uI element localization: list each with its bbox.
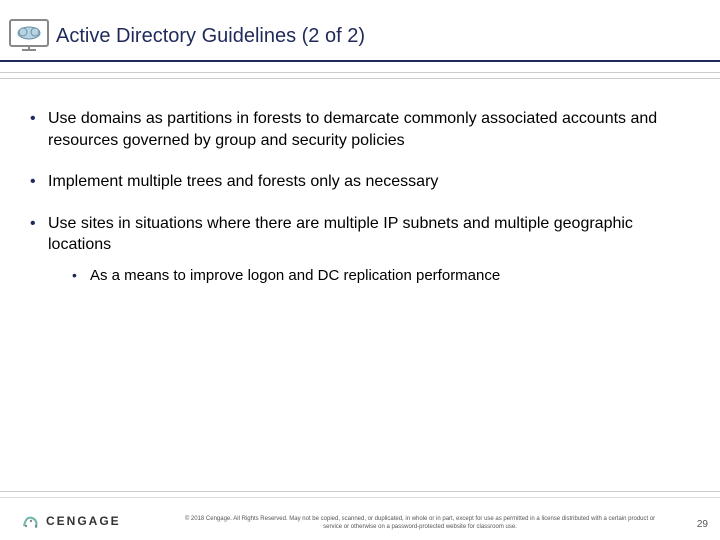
divider xyxy=(0,491,720,492)
slide: Active Directory Guidelines (2 of 2) Use… xyxy=(0,0,720,540)
bullet-item: Use domains as partitions in forests to … xyxy=(30,108,690,151)
cengage-logo: CENGAGE xyxy=(22,512,121,530)
logo-icon xyxy=(22,512,40,530)
bullet-text: Implement multiple trees and forests onl… xyxy=(48,173,438,190)
bullet-item: Implement multiple trees and forests onl… xyxy=(30,171,690,193)
copyright-text: © 2018 Cengage. All Rights Reserved. May… xyxy=(180,516,660,532)
title-underline xyxy=(0,60,720,62)
cloud-monitor-icon xyxy=(8,18,50,54)
slide-content: Use domains as partitions in forests to … xyxy=(30,108,690,306)
bullet-text: Use sites in situations where there are … xyxy=(48,215,633,254)
bullet-text: Use domains as partitions in forests to … xyxy=(48,110,657,149)
bullet-item: Use sites in situations where there are … xyxy=(30,213,690,286)
page-number: 29 xyxy=(697,519,708,530)
divider xyxy=(0,72,720,73)
sub-bullet-item: As a means to improve logon and DC repli… xyxy=(72,266,690,286)
sub-bullet-text: As a means to improve logon and DC repli… xyxy=(90,267,500,284)
logo-text: CENGAGE xyxy=(46,514,121,528)
slide-header: Active Directory Guidelines (2 of 2) xyxy=(8,18,712,54)
divider xyxy=(0,497,720,498)
slide-title: Active Directory Guidelines (2 of 2) xyxy=(56,25,365,48)
divider xyxy=(0,78,720,79)
